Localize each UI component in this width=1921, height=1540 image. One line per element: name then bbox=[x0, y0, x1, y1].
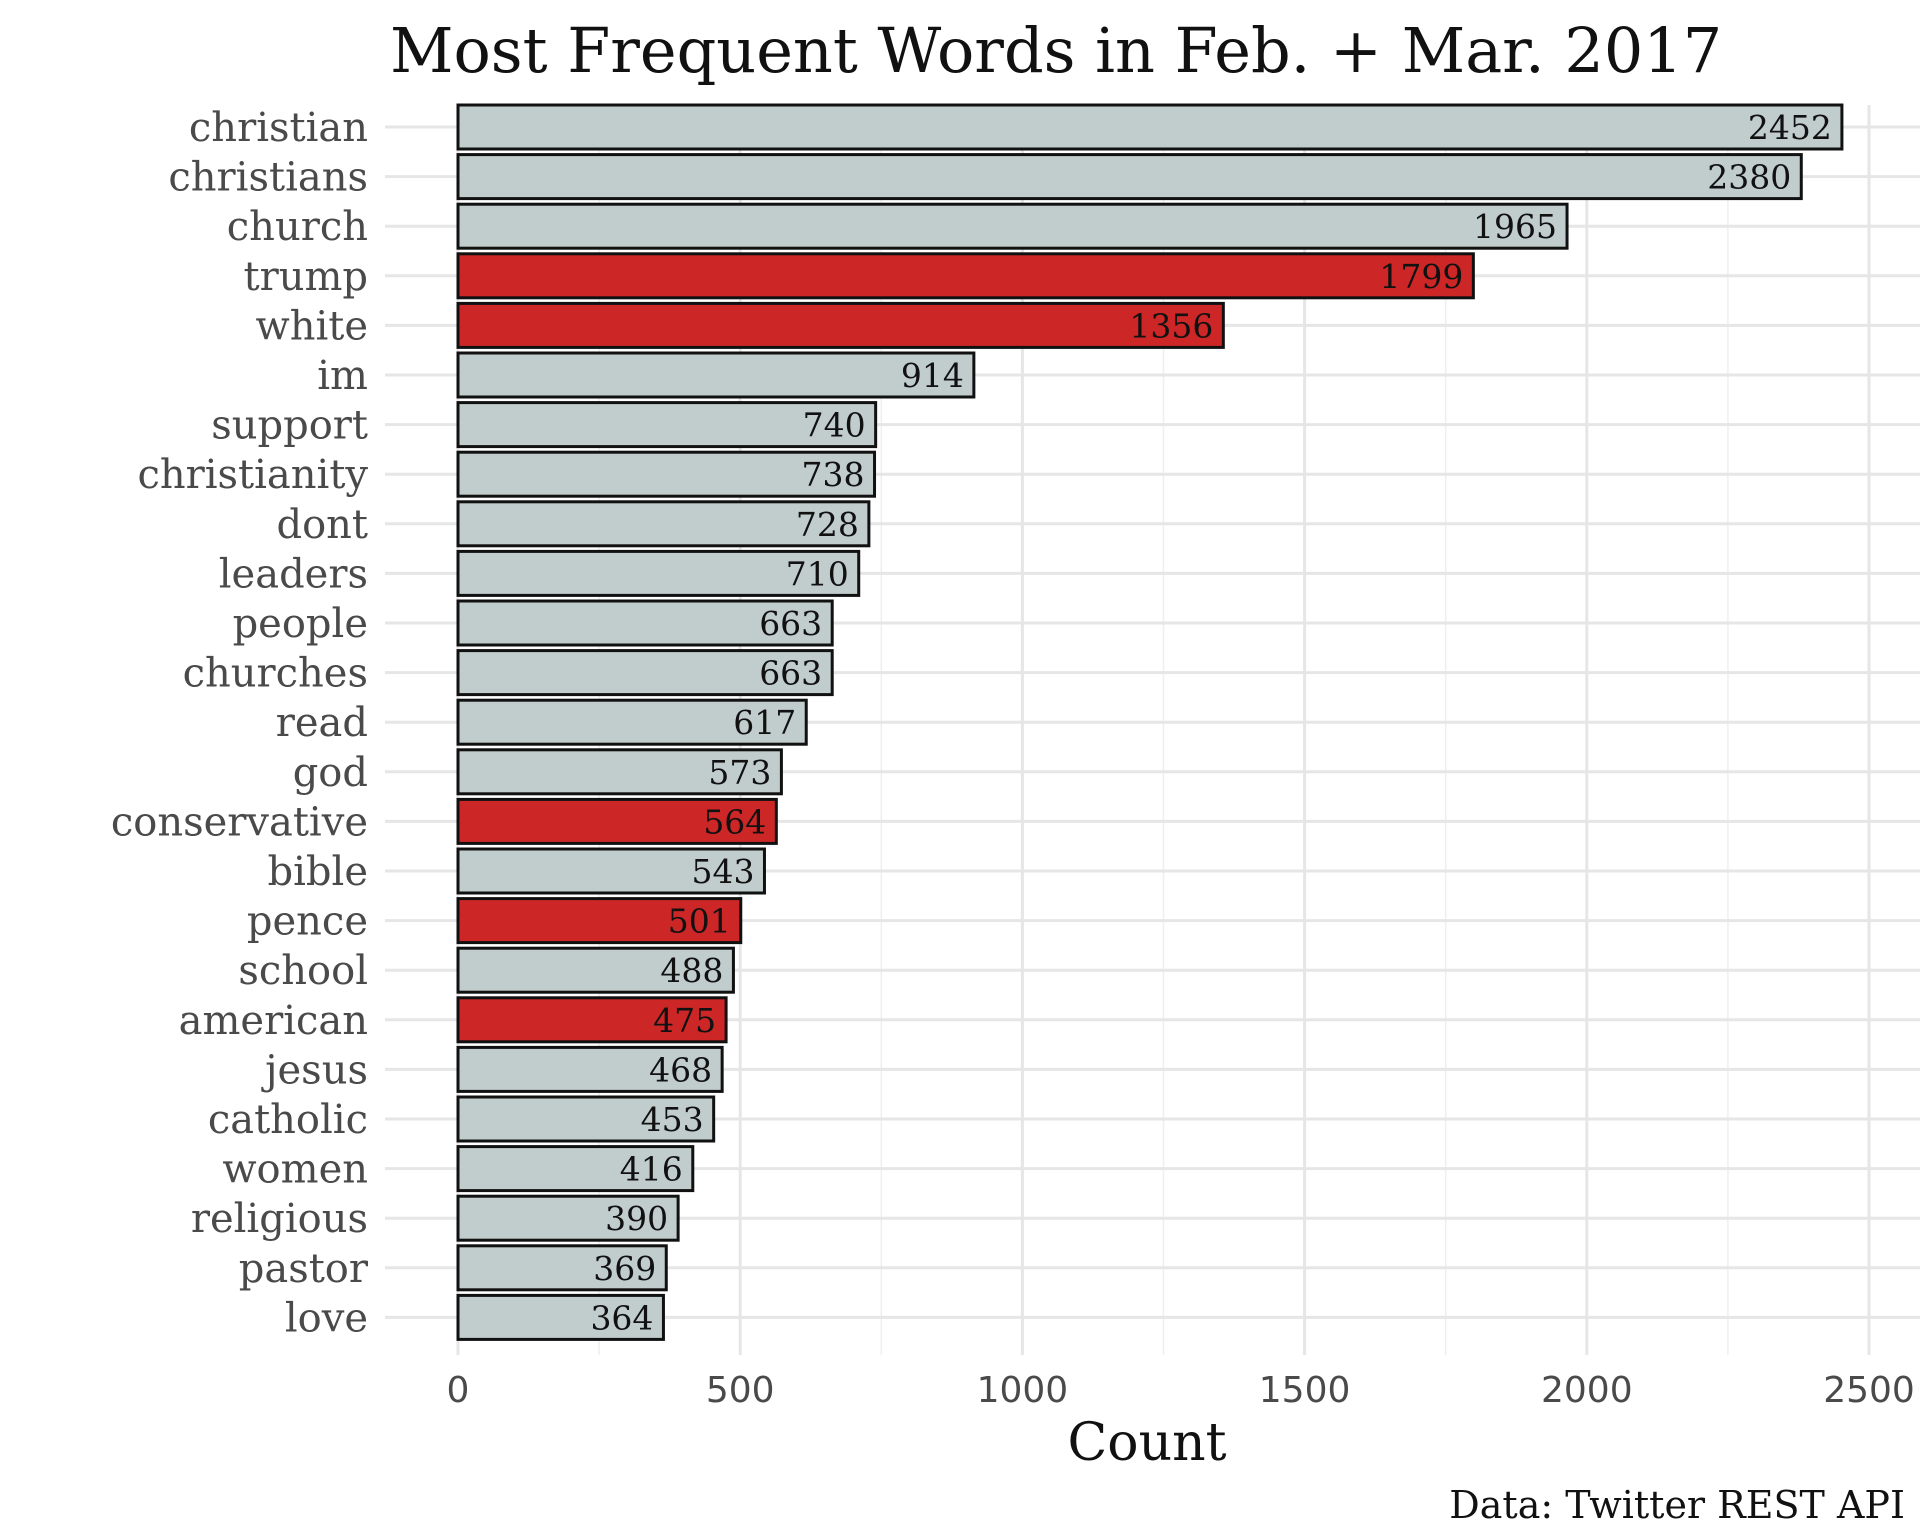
bars-group: 2452 2380 1965 1799 1356 914 740 738 728 710 663 66… bbox=[456, 103, 1844, 1341]
bar-im bbox=[456, 351, 976, 399]
category-label: religious bbox=[191, 1196, 368, 1242]
bar-white bbox=[456, 301, 1225, 349]
bar-value-label: 1965 bbox=[1473, 207, 1557, 246]
x-tick-label: 500 bbox=[706, 1370, 775, 1411]
bar-value-label: 573 bbox=[708, 753, 771, 792]
bar-value-label: 488 bbox=[660, 951, 723, 990]
bar-read bbox=[456, 698, 808, 746]
category-label: white bbox=[255, 303, 368, 349]
bar-value-label: 453 bbox=[641, 1100, 704, 1139]
category-label: pastor bbox=[239, 1246, 369, 1292]
bar-catholic bbox=[456, 1095, 716, 1143]
category-label: dont bbox=[276, 502, 368, 548]
category-label: read bbox=[276, 700, 368, 746]
category-label: conservative bbox=[111, 799, 368, 845]
category-label: school bbox=[238, 948, 368, 994]
x-tick-label: 1500 bbox=[1259, 1370, 1351, 1411]
bar-pence bbox=[456, 897, 743, 945]
bar-value-label: 914 bbox=[901, 356, 964, 395]
x-tick-label: 1000 bbox=[977, 1370, 1069, 1411]
bar-value-label: 2380 bbox=[1707, 158, 1791, 197]
bar-pastor bbox=[456, 1244, 668, 1292]
category-label: leaders bbox=[219, 551, 368, 597]
x-tick-label: 2500 bbox=[1823, 1370, 1915, 1411]
category-label: pence bbox=[247, 899, 368, 945]
category-label: god bbox=[293, 750, 368, 796]
bar-value-label: 663 bbox=[759, 604, 822, 643]
category-label: bible bbox=[268, 849, 368, 895]
bar-american bbox=[456, 996, 728, 1044]
bar-support bbox=[456, 401, 878, 449]
data-caption: Data: Twitter REST API bbox=[1449, 1483, 1905, 1527]
bar-christian bbox=[456, 103, 1844, 151]
category-label: trump bbox=[244, 254, 369, 300]
bar-dont bbox=[456, 500, 871, 548]
bar-value-label: 501 bbox=[668, 902, 731, 941]
category-label: im bbox=[317, 353, 368, 399]
x-tick-labels: 0 500 1000 1500 2000 2500 bbox=[447, 1370, 1915, 1411]
bar-value-label: 369 bbox=[593, 1249, 656, 1288]
bar-value-label: 564 bbox=[703, 802, 766, 841]
bar-god bbox=[456, 748, 783, 796]
category-labels: christianchristianschurchtrumpwhiteimsup… bbox=[111, 105, 369, 1341]
bar-value-label: 468 bbox=[649, 1050, 712, 1089]
category-label: people bbox=[233, 601, 368, 647]
category-label: christians bbox=[168, 155, 368, 201]
bar-love bbox=[456, 1293, 665, 1341]
category-label: women bbox=[222, 1147, 368, 1193]
bar-value-label: 390 bbox=[605, 1199, 668, 1238]
category-label: church bbox=[227, 204, 368, 250]
bar-bible bbox=[456, 847, 766, 895]
bar-value-label: 2452 bbox=[1748, 108, 1832, 147]
bar-value-label: 1356 bbox=[1129, 306, 1213, 345]
bar-religious bbox=[456, 1194, 680, 1242]
bar-leaders bbox=[456, 549, 861, 597]
bar-people bbox=[456, 599, 834, 647]
bar-school bbox=[456, 946, 735, 994]
bar-churches bbox=[456, 649, 834, 697]
chart-title: Most Frequent Words in Feb. + Mar. 2017 bbox=[390, 14, 1722, 87]
category-label: christianity bbox=[137, 452, 368, 498]
bar-value-label: 364 bbox=[590, 1298, 653, 1337]
bar-trump bbox=[456, 252, 1475, 300]
bar-value-label: 663 bbox=[759, 654, 822, 693]
category-label: christian bbox=[189, 105, 368, 151]
bar-value-label: 475 bbox=[653, 1001, 716, 1040]
category-label: support bbox=[211, 403, 368, 449]
bar-value-label: 740 bbox=[803, 406, 866, 445]
bar-value-label: 543 bbox=[691, 852, 754, 891]
bar-church bbox=[456, 202, 1569, 250]
x-tick-label: 2000 bbox=[1541, 1370, 1633, 1411]
category-label: love bbox=[285, 1295, 368, 1341]
bar-christians bbox=[456, 153, 1803, 201]
x-tick-label: 0 bbox=[447, 1370, 470, 1411]
bar-value-label: 1799 bbox=[1379, 257, 1463, 296]
bar-value-label: 617 bbox=[733, 703, 796, 742]
category-label: jesus bbox=[261, 1047, 368, 1093]
bar-value-label: 710 bbox=[786, 554, 849, 593]
category-label: american bbox=[179, 998, 368, 1044]
bar-women bbox=[456, 1145, 695, 1193]
category-label: catholic bbox=[208, 1097, 368, 1143]
bar-value-label: 728 bbox=[796, 505, 859, 544]
bar-christianity bbox=[456, 450, 877, 498]
x-axis-label: Count bbox=[1068, 1413, 1227, 1473]
bar-value-label: 416 bbox=[620, 1150, 683, 1189]
bar-value-label: 738 bbox=[802, 455, 865, 494]
bar-jesus bbox=[456, 1045, 724, 1093]
category-label: churches bbox=[183, 651, 368, 697]
bar-conservative bbox=[456, 797, 778, 845]
